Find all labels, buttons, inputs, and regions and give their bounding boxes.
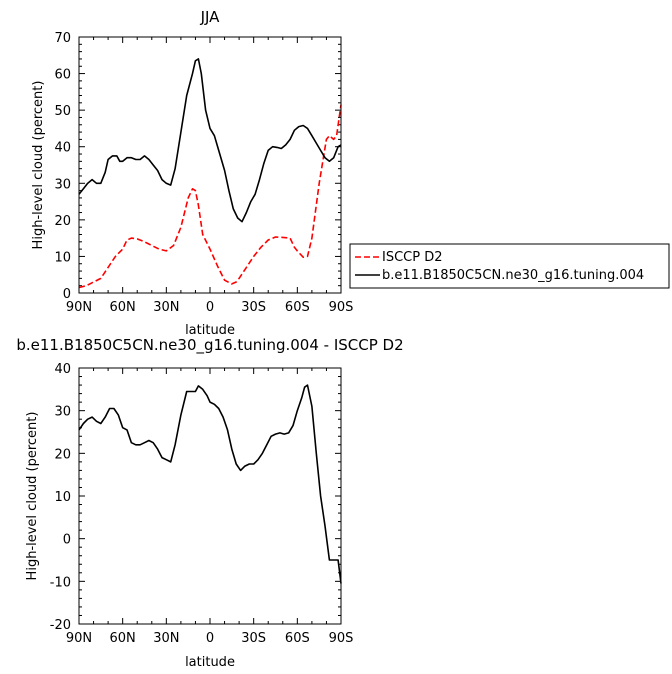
y-tick-label: 30 [54, 405, 71, 420]
legend-label-isccp: ISCCP D2 [382, 250, 443, 265]
series-lines-bottom [78, 384, 342, 584]
y-tick-label: 30 [54, 177, 71, 192]
x-tick-label: 30S [241, 631, 266, 646]
x-axis-label-top: latitude [185, 323, 235, 338]
x-tick-label: 30N [153, 631, 179, 646]
series-line-model [78, 58, 342, 223]
y-tick-label: 10 [54, 490, 71, 505]
chart-panel-bottom: b.e11.B1850C5CN.ne30_g16.tuning.004 - IS… [16, 336, 403, 670]
x-tick-label: 30N [153, 300, 179, 315]
axis-ticks-top: 0 10 20 30 40 50 60 70 90N 60N 30N 0 30S 60S 90S [54, 31, 353, 315]
x-tick-label: 90N [66, 631, 92, 646]
y-tick-label: -10 [50, 575, 71, 590]
chart-panel-top: JJA latitude High-level cloud (percent) … [31, 8, 353, 338]
y-tick-label: -20 [50, 618, 71, 633]
legend: ISCCP D2 b.e11.B1850C5CN.ne30_g16.tuning… [349, 243, 670, 289]
x-tick-label: 60N [110, 631, 136, 646]
x-tick-label: 90N [66, 300, 92, 315]
series-line-model-difference [78, 384, 342, 584]
x-tick-label: 90S [329, 631, 354, 646]
x-tick-label: 60N [110, 300, 136, 315]
x-tick-label: 60S [285, 300, 310, 315]
y-tick-label: 10 [54, 250, 71, 265]
y-axis-label-bottom: High-level cloud (percent) [25, 412, 40, 581]
chart-title-bottom: b.e11.B1850C5CN.ne30_g16.tuning.004 - IS… [16, 336, 403, 355]
x-axis-label-bottom: latitude [185, 655, 235, 670]
legend-label-model: b.e11.B1850C5CN.ne30_g16.tuning.004 [382, 268, 644, 283]
y-tick-label: 70 [54, 31, 71, 46]
y-tick-label: 50 [54, 104, 71, 119]
plot-frame-top [78, 36, 342, 294]
x-tick-label: 90S [329, 300, 354, 315]
y-axis-label-top: High-level cloud (percent) [31, 81, 46, 250]
x-tick-label: 60S [285, 631, 310, 646]
series-lines-top [78, 58, 342, 289]
y-tick-label: 40 [54, 141, 71, 156]
series-line-isccp-d2 [78, 104, 342, 289]
y-tick-label: 20 [54, 447, 71, 462]
legend-frame [349, 243, 670, 289]
plot-frame-bottom [78, 367, 342, 625]
x-tick-label: 30S [241, 300, 266, 315]
x-tick-label: 0 [206, 300, 214, 315]
y-tick-label: 60 [54, 68, 71, 83]
y-tick-label: 20 [54, 214, 71, 229]
x-tick-label: 0 [206, 631, 214, 646]
chart-title-top: JJA [200, 8, 221, 26]
y-tick-label: 0 [63, 533, 71, 548]
y-tick-label: 40 [54, 362, 71, 377]
y-tick-label: 0 [63, 287, 71, 302]
axis-ticks-bottom: -20 -10 0 10 20 30 40 90N 60N 30N 0 30S 60S 90S [50, 362, 354, 646]
